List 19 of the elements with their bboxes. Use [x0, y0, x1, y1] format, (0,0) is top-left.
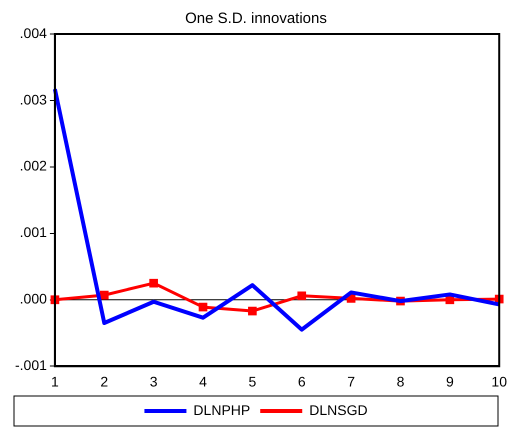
x-tick-label: 8 [396, 373, 405, 390]
x-tick-label: 2 [100, 373, 108, 390]
y-tick-label: .000 [20, 290, 48, 307]
y-tick-label: .004 [20, 24, 48, 41]
x-tick-label: 4 [199, 373, 208, 390]
legend-label: DLNSGD [309, 402, 368, 418]
x-tick-label: 6 [298, 373, 306, 390]
y-tick-label: -.001 [14, 357, 48, 374]
x-tick-label: 10 [491, 373, 508, 390]
y-tick-label: .003 [20, 91, 48, 108]
x-tick-label: 5 [248, 373, 256, 390]
x-tick-label: 7 [347, 373, 356, 390]
x-tick-label: 3 [150, 373, 158, 390]
x-tick-label: 1 [51, 373, 60, 390]
x-tick-label: 9 [446, 373, 454, 390]
y-tick-label: .002 [20, 158, 48, 174]
chart-title: One S.D. innovations [185, 10, 327, 28]
legend-label: DLNPHP [193, 402, 250, 418]
y-tick-label: .001 [20, 224, 48, 240]
